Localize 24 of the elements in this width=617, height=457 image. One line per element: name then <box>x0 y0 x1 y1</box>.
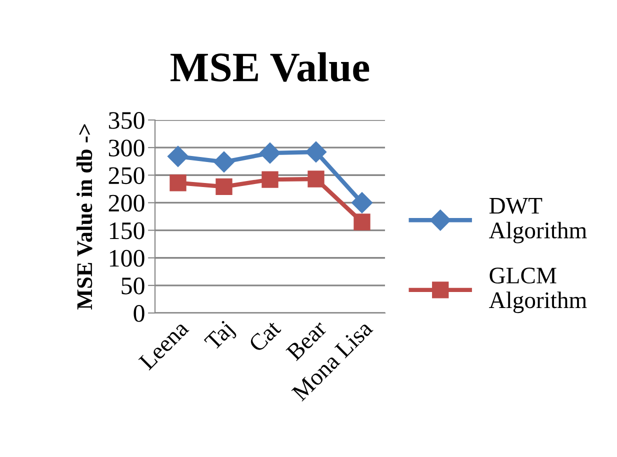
y-tick-label: 50 <box>122 277 144 294</box>
legend-label: DWT Algorithm <box>489 198 587 244</box>
point <box>170 174 186 192</box>
y-tick-label: 350 <box>108 112 144 129</box>
y-tick-label: 0 <box>134 305 144 322</box>
point <box>213 151 235 172</box>
y-axis-title: MSE Value in db -> <box>76 124 92 310</box>
x-tick-label: Taj <box>204 320 238 354</box>
point <box>351 192 373 214</box>
point <box>262 171 278 188</box>
chart-title: MSE Value <box>170 52 370 82</box>
y-tick-label: 250 <box>108 167 144 184</box>
point <box>259 142 281 164</box>
point <box>305 141 327 162</box>
point <box>167 146 189 167</box>
point <box>216 178 232 196</box>
point <box>354 214 370 230</box>
y-tick-label: 150 <box>110 222 144 240</box>
x-tick-label: Cat <box>248 319 282 353</box>
y-tick-label: 200 <box>108 194 144 212</box>
y-tick-label: 300 <box>108 140 144 156</box>
legend-label: GLCM Algorithm <box>489 268 587 314</box>
y-tick-label: 100 <box>110 250 144 267</box>
point <box>308 170 324 188</box>
